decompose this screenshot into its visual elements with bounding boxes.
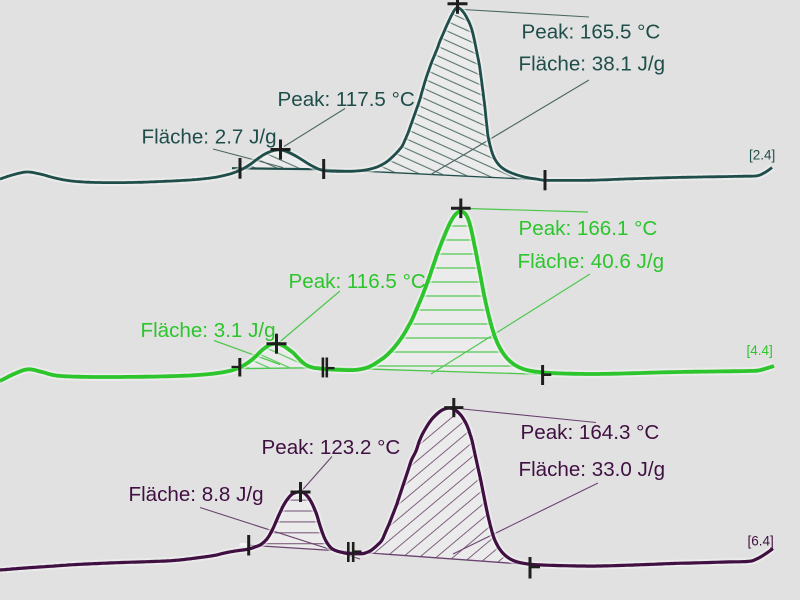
- svg-text:Fläche: 2.7 J/g: Fläche: 2.7 J/g: [142, 126, 277, 149]
- svg-text:Peak: 116.5 °C: Peak: 116.5 °C: [289, 270, 426, 293]
- svg-text:Peak: 165.5 °C: Peak: 165.5 °C: [522, 21, 661, 44]
- svg-text:Peak: 166.1 °C: Peak: 166.1 °C: [519, 217, 658, 240]
- svg-text:Peak: 123.2 °C: Peak: 123.2 °C: [262, 436, 401, 459]
- svg-text:Fläche: 38.1 J/g: Fläche: 38.1 J/g: [519, 53, 666, 76]
- svg-text:Fläche: 40.6 J/g: Fläche: 40.6 J/g: [518, 250, 665, 273]
- svg-text:[2.4]: [2.4]: [749, 148, 775, 163]
- svg-text:Fläche: 8.8 J/g: Fläche: 8.8 J/g: [129, 483, 264, 506]
- svg-text:Peak: 164.3 °C: Peak: 164.3 °C: [521, 421, 660, 444]
- svg-text:[4.4]: [4.4]: [747, 343, 773, 358]
- svg-text:Fläche: 3.1 J/g: Fläche: 3.1 J/g: [141, 319, 276, 342]
- svg-text:Fläche: 33.0 J/g: Fläche: 33.0 J/g: [519, 458, 666, 481]
- svg-text:[6.4]: [6.4]: [748, 534, 774, 549]
- svg-text:Peak: 117.5 °C: Peak: 117.5 °C: [278, 88, 415, 111]
